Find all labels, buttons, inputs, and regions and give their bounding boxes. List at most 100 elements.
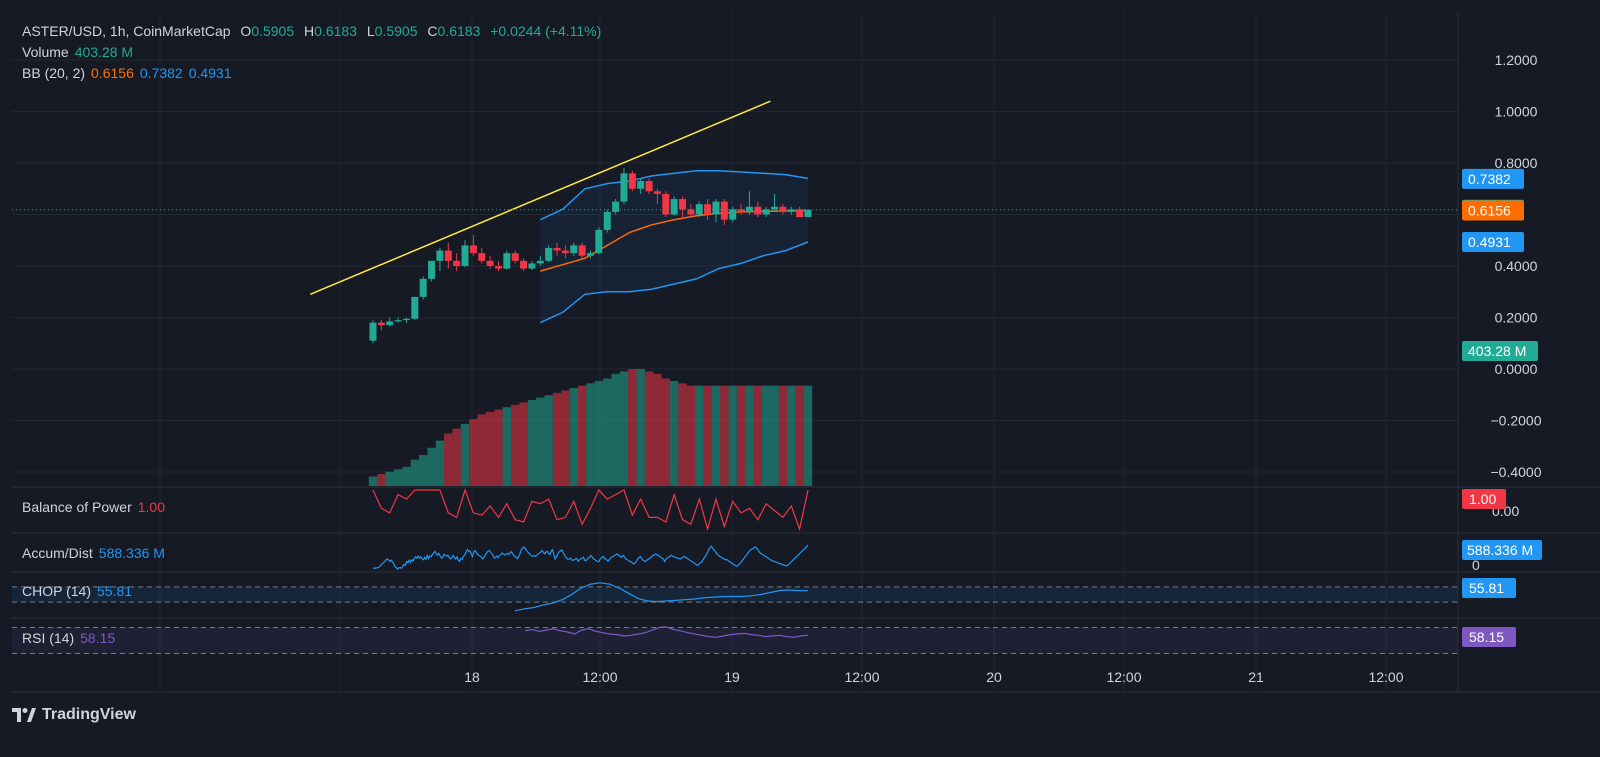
bb-basis-tag xyxy=(1462,200,1524,221)
volume-bar xyxy=(569,388,578,486)
candle-body xyxy=(478,253,486,261)
volume-last-tag-label: 403.28 M xyxy=(1468,343,1526,359)
candle-body xyxy=(645,181,653,192)
volume-bar xyxy=(603,378,612,486)
volume-bar xyxy=(577,385,587,486)
bb-basis-tag-label: 0.6156 xyxy=(1468,202,1511,218)
candle-body xyxy=(662,193,670,215)
candle-body xyxy=(402,318,410,321)
symbol-label[interactable]: ASTER/USD, 1h, CoinMarketCap xyxy=(22,23,231,39)
volume-bar xyxy=(778,385,788,486)
volume-bar xyxy=(703,385,712,486)
chop-band xyxy=(12,586,1458,603)
candle-body xyxy=(670,199,678,215)
chop-label: CHOP (14) xyxy=(22,583,91,599)
ad-label: Accum/Dist xyxy=(22,545,93,561)
price-tick-label: 1.2000 xyxy=(1495,52,1538,68)
rsi-legend[interactable]: RSI (14) 58.15 xyxy=(22,629,121,647)
candle-body xyxy=(528,263,536,269)
price-tick-label: 0.8000 xyxy=(1495,155,1538,171)
candle-body xyxy=(695,204,703,215)
bb-legend[interactable]: BB (20, 2) 0.6156 0.7382 0.4931 xyxy=(22,64,238,82)
bb-basis-value: 0.6156 xyxy=(91,65,134,81)
volume-bar xyxy=(720,385,729,486)
high-value: 0.6183 xyxy=(314,23,357,39)
bb-lower-tag-label: 0.4931 xyxy=(1468,234,1511,250)
volume-bar xyxy=(753,385,762,486)
ad-tag xyxy=(1462,540,1542,560)
time-tick-label: 12:00 xyxy=(1106,669,1141,685)
volume-bar xyxy=(419,454,428,486)
volume-bar xyxy=(427,447,436,486)
candle-body xyxy=(536,260,544,264)
bb-lower-line xyxy=(539,241,809,324)
ad-legend[interactable]: Accum/Dist 588.336 M xyxy=(22,544,171,562)
volume-bar xyxy=(644,371,654,486)
bb-lower-tag xyxy=(1462,232,1524,253)
volume-bar xyxy=(536,397,545,486)
candle-body xyxy=(453,260,461,266)
rsi-tag-label: 58.15 xyxy=(1469,629,1504,645)
bb-lower-value: 0.4931 xyxy=(188,65,232,81)
candle-body xyxy=(628,173,636,189)
candle-body xyxy=(411,296,419,319)
chop-tag-label: 55.81 xyxy=(1469,580,1504,596)
close-value: 0.6183 xyxy=(437,23,481,39)
volume-bar xyxy=(511,404,520,486)
price-tick-label: 1.0000 xyxy=(1495,104,1538,120)
volume-bar xyxy=(444,433,453,486)
bb-upper-tag-label: 0.7382 xyxy=(1468,171,1511,187)
volume-bar xyxy=(628,369,637,486)
bop-tag-label: 1.00 xyxy=(1469,491,1496,507)
price-tick-label: 0.0000 xyxy=(1495,361,1538,377)
candle-body xyxy=(494,266,502,269)
ad-tick-label: 0 xyxy=(1472,557,1480,573)
volume-legend[interactable]: Volume 403.28 M xyxy=(22,43,139,61)
volume-bar xyxy=(636,369,645,486)
tradingview-logo[interactable]: TradingView xyxy=(12,706,136,724)
time-tick-label: 18 xyxy=(464,669,480,685)
volume-bar xyxy=(770,385,779,486)
candle-body xyxy=(553,247,561,251)
chop-legend[interactable]: CHOP (14) 55.81 xyxy=(22,582,138,600)
volume-bar xyxy=(795,385,804,486)
ad-line xyxy=(372,544,809,570)
bb-upper-line xyxy=(539,169,809,221)
candle-body xyxy=(587,253,594,256)
time-tick-label: 21 xyxy=(1248,669,1264,685)
volume-label: Volume xyxy=(22,44,69,60)
time-tick-label: 12:00 xyxy=(844,669,879,685)
candle-body xyxy=(687,209,695,215)
volume-bar xyxy=(686,385,696,486)
volume-bar xyxy=(552,392,562,486)
volume-bar xyxy=(502,407,512,486)
volume-bar xyxy=(611,373,620,486)
volume-bar xyxy=(393,469,403,486)
candle-body xyxy=(653,191,661,194)
rsi-value: 58.15 xyxy=(80,630,116,646)
volume-bar xyxy=(653,373,662,486)
candle-body xyxy=(511,253,519,261)
candle-body xyxy=(578,245,586,256)
candle-body xyxy=(419,278,427,297)
volume-bar xyxy=(527,400,537,486)
price-tick-label: 0.2000 xyxy=(1495,310,1538,326)
chop-value: 55.81 xyxy=(96,583,133,599)
candle-body xyxy=(461,245,469,266)
volume-bar xyxy=(594,380,604,486)
candle-body xyxy=(771,206,779,210)
volume-bar xyxy=(368,476,378,486)
candle-body xyxy=(712,201,720,215)
volume-bar xyxy=(619,371,629,486)
price-tick-label: −0.4000 xyxy=(1491,464,1542,480)
candle-body xyxy=(386,321,394,326)
candle-body xyxy=(745,206,753,212)
candle-body xyxy=(679,199,687,210)
volume-bar xyxy=(485,411,495,486)
bop-legend[interactable]: Balance of Power 1.00 xyxy=(22,498,171,516)
candle-body xyxy=(804,209,812,217)
trendline xyxy=(309,100,771,296)
candle-body xyxy=(787,209,795,212)
